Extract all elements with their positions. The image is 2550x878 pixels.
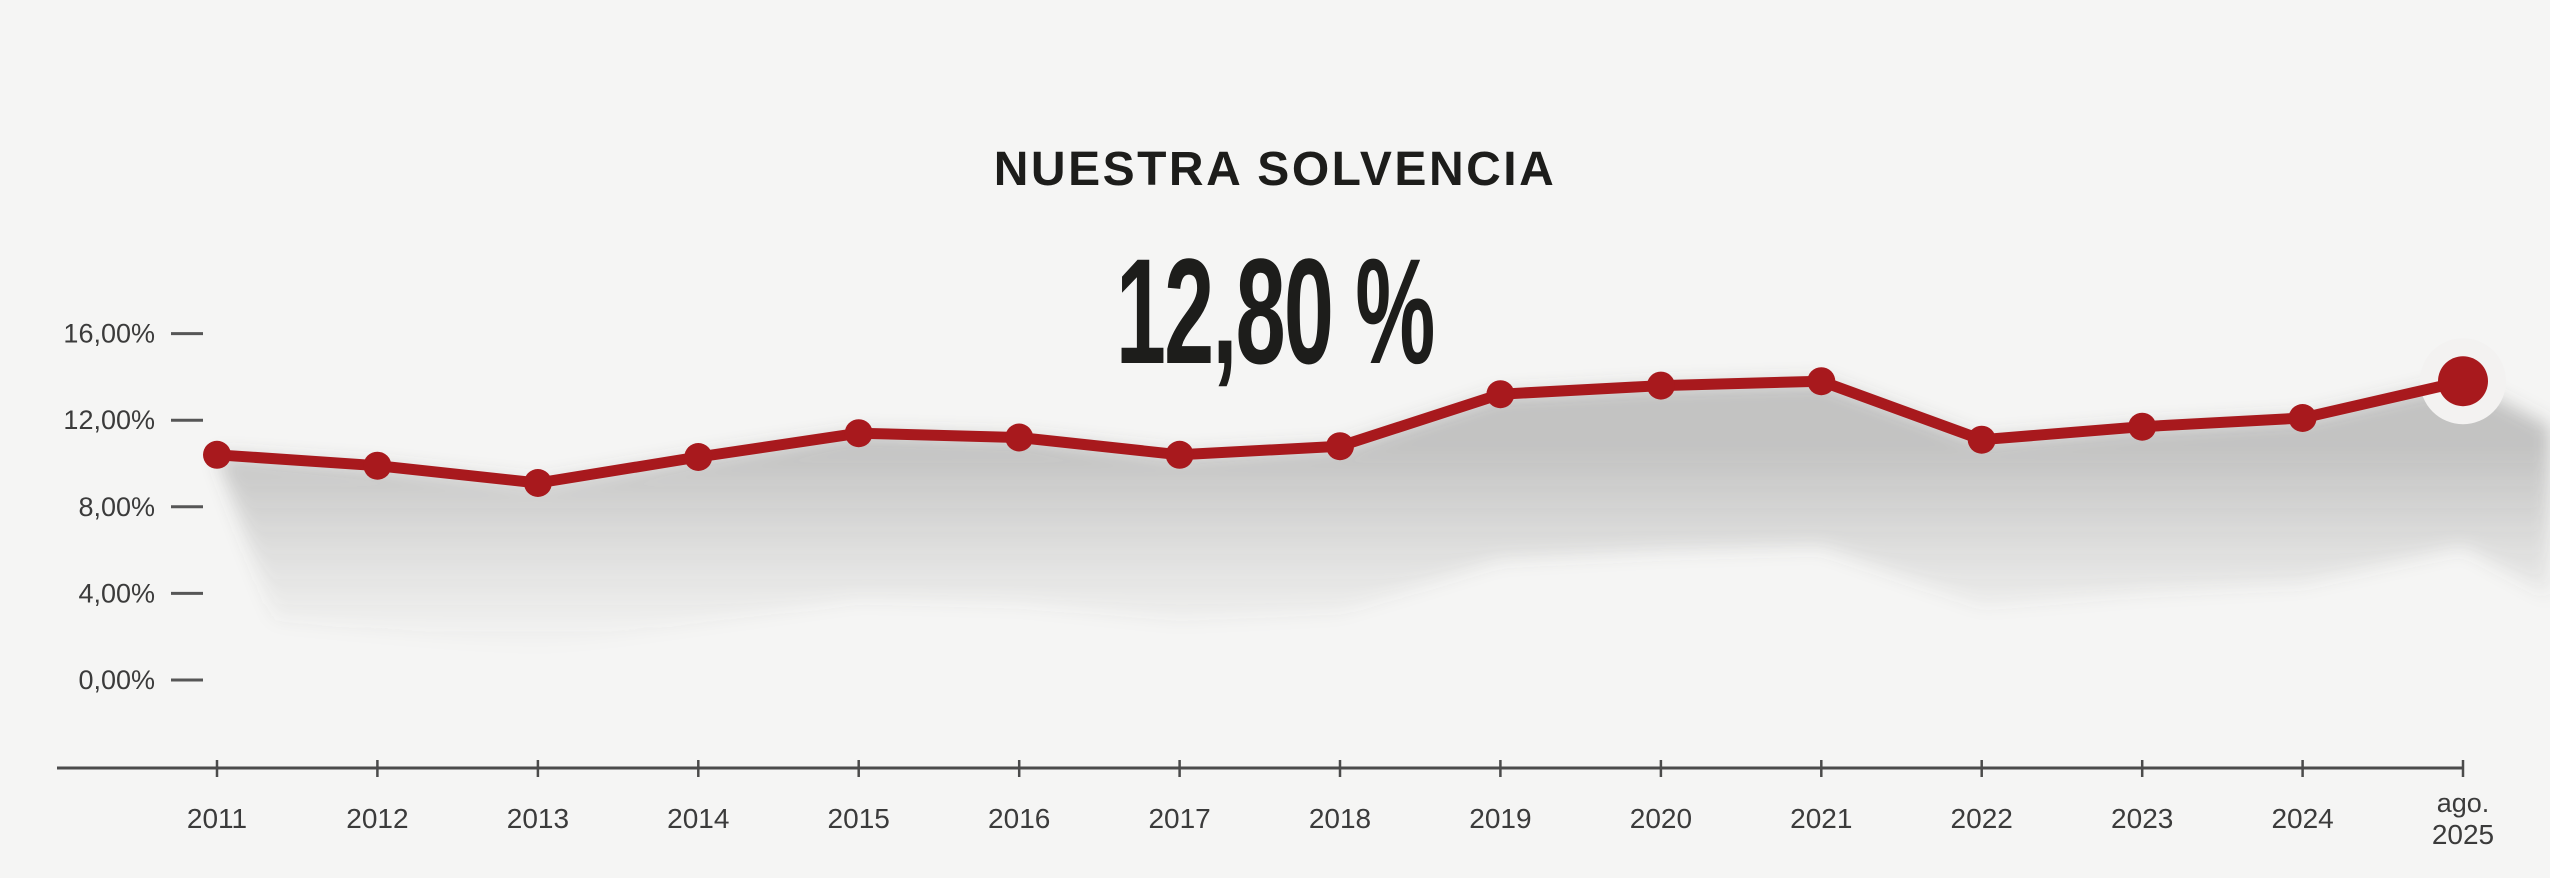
data-point-2022[interactable]	[1967, 425, 1996, 454]
x-axis-label: 2020	[1630, 803, 1692, 834]
data-point-2014[interactable]	[684, 443, 713, 471]
x-axis-label: 2017	[1148, 803, 1210, 834]
data-point-2018[interactable]	[1326, 432, 1354, 461]
data-point-ago-2025[interactable]	[2438, 356, 2488, 407]
data-point-2020[interactable]	[1646, 371, 1675, 400]
data-point-2011[interactable]	[203, 440, 231, 469]
y-axis-label: 12,00%	[63, 405, 155, 435]
y-axis-label: 8,00%	[78, 492, 155, 522]
y-axis-label: 4,00%	[78, 578, 155, 608]
area-shadow	[217, 381, 2550, 648]
x-axis-label-line2: 2025	[2432, 819, 2494, 850]
chart-title: NUESTRA SOLVENCIA	[993, 143, 1557, 196]
data-point-2015[interactable]	[844, 419, 873, 448]
x-axis-label: 2014	[667, 803, 729, 834]
data-point-2019[interactable]	[1486, 380, 1515, 409]
x-axis-label: 2021	[1790, 803, 1852, 834]
data-point-2013[interactable]	[523, 469, 552, 497]
x-axis-label: 2023	[2111, 803, 2173, 834]
data-point-2017[interactable]	[1165, 440, 1194, 469]
x-axis-label: 2013	[507, 803, 569, 834]
headline-value: 12,80 %	[0, 236, 2550, 386]
x-axis-label: 2018	[1309, 803, 1371, 834]
data-point-2023[interactable]	[2128, 412, 2157, 441]
x-axis-label: 2016	[988, 803, 1050, 834]
x-axis-label: 2011	[187, 803, 247, 834]
x-axis-label: 2019	[1469, 803, 1531, 834]
data-point-2012[interactable]	[363, 451, 392, 480]
x-axis-label: 2012	[346, 803, 408, 834]
x-axis-label-line1: ago.	[2437, 788, 2490, 818]
x-axis-label: 2024	[2271, 803, 2333, 834]
headline-value-text: 12,80 %	[1116, 227, 1435, 395]
x-axis-label: 2015	[828, 803, 890, 834]
y-axis-label: 0,00%	[78, 665, 155, 695]
data-point-2016[interactable]	[1005, 423, 1034, 452]
y-axis-label: 16,00%	[63, 319, 155, 349]
data-point-2024[interactable]	[2288, 404, 2317, 432]
x-axis-label: 2022	[1951, 803, 2013, 834]
data-point-2021[interactable]	[1807, 367, 1836, 396]
